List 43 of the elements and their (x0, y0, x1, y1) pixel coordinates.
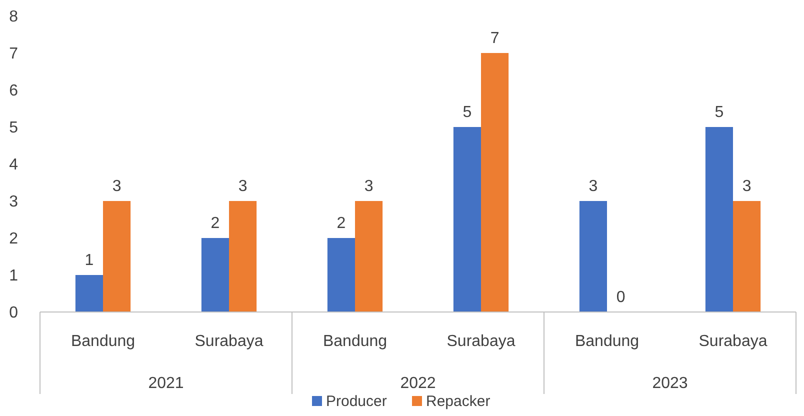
bar (705, 127, 733, 312)
x-tick-label: Surabaya (194, 333, 264, 350)
y-tick-label: 7 (9, 46, 18, 63)
x-tick-label: Bandung (322, 333, 388, 350)
x-tick-label: Bandung (574, 333, 640, 350)
legend-label: Producer (326, 393, 387, 410)
x-tick-label: Surabaya (698, 333, 768, 350)
data-label: 1 (84, 252, 94, 269)
y-tick-label: 4 (9, 156, 18, 174)
bar (201, 238, 229, 312)
bar (75, 275, 103, 312)
data-label: 3 (588, 178, 598, 195)
bar (579, 201, 607, 312)
data-label: 3 (112, 178, 122, 195)
data-label: 3 (742, 178, 752, 195)
y-tick-label: 1 (9, 268, 18, 285)
data-label: 7 (490, 30, 500, 47)
bar (103, 201, 131, 312)
x-tick-label: Bandung (70, 333, 136, 350)
x-tick-label: Surabaya (446, 333, 516, 350)
bar (453, 127, 481, 312)
bar (327, 238, 355, 312)
y-tick-label: 5 (9, 120, 18, 137)
bar (733, 201, 761, 312)
legend-label: Repacker (426, 393, 490, 410)
data-label: 3 (364, 178, 374, 195)
data-label: 2 (210, 215, 220, 232)
data-label: 5 (462, 104, 472, 121)
y-tick-label: 8 (9, 8, 18, 26)
y-tick-label: 0 (9, 304, 18, 322)
data-label: 3 (238, 178, 248, 195)
data-label: 2 (336, 215, 346, 232)
data-label: 0 (616, 289, 626, 306)
y-tick-label: 2 (9, 230, 18, 248)
bar (481, 53, 509, 312)
bar (229, 201, 257, 312)
y-tick-label: 6 (9, 82, 18, 100)
text: 2021 (148, 375, 184, 392)
text: 2023 (652, 375, 688, 392)
y-tick-label: 3 (9, 194, 18, 211)
data-label: 5 (714, 104, 724, 121)
text: 2022 (400, 375, 436, 392)
bar (355, 201, 383, 312)
